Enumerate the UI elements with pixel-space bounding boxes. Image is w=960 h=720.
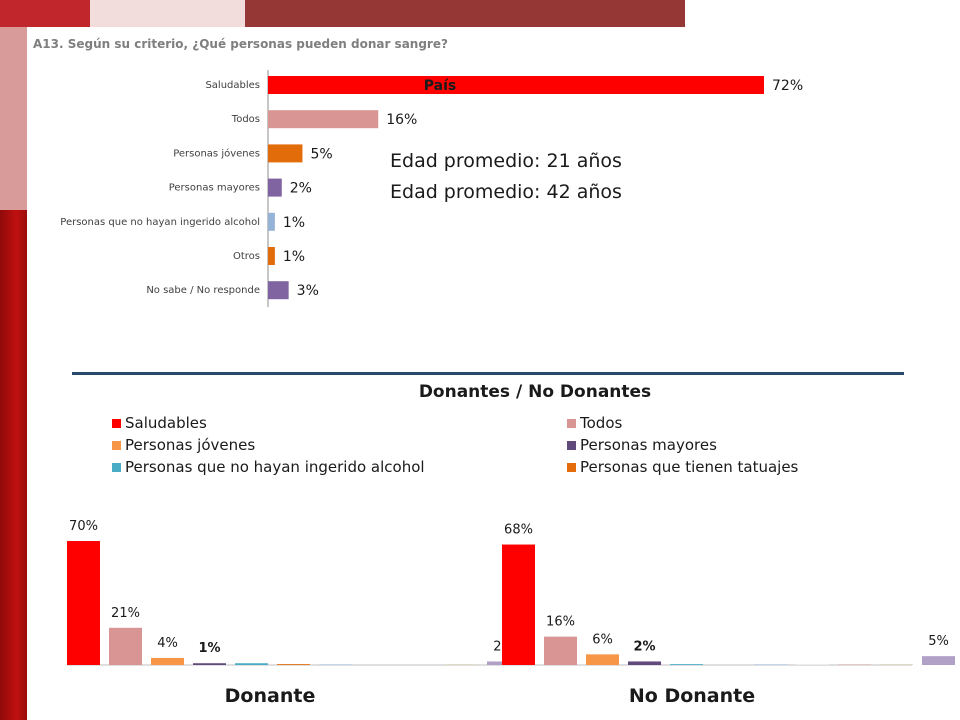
bar-2 xyxy=(268,144,303,163)
group-label-donante: Donante xyxy=(224,685,316,707)
bar-0-5 xyxy=(277,664,310,665)
bar-value-label-1-0: 68% xyxy=(504,523,533,538)
legend-item-2: Personas jóvenes xyxy=(112,435,567,455)
bar-value-label-1-3: 2% xyxy=(633,639,655,654)
header-band-3 xyxy=(245,0,685,27)
legend-item-3: Personas mayores xyxy=(567,435,832,455)
value-label-0: 72% xyxy=(772,78,803,94)
legend-swatch-4 xyxy=(112,462,121,472)
legend-label-0: Saludables xyxy=(125,414,207,432)
legend-item-1: Todos xyxy=(567,413,832,433)
bar-1-7 xyxy=(796,664,829,665)
legend-label-4: Personas que no hayan ingerido alcohol xyxy=(125,458,425,476)
bar-value-label-0-1: 21% xyxy=(111,606,140,621)
legend-label-2: Personas jóvenes xyxy=(125,436,256,454)
bar-value-label-0-0: 70% xyxy=(69,519,98,534)
legend-swatch-0 xyxy=(112,418,121,428)
legend-swatch-2 xyxy=(112,440,121,450)
bar-1-0 xyxy=(502,544,535,665)
legend-label-5: Personas que tienen tatuajes xyxy=(580,458,799,476)
category-label-0: Saludables xyxy=(205,80,260,91)
bar-value-label-1-1: 16% xyxy=(546,615,575,630)
section-divider xyxy=(72,372,904,375)
bar-1-9 xyxy=(880,664,913,665)
bar-1-3 xyxy=(628,661,661,665)
bar-0-3 xyxy=(193,663,226,665)
legend-swatch-5 xyxy=(567,462,576,472)
value-label-6: 3% xyxy=(297,283,319,299)
donors-chart-legend: Saludables Todos Personas jóvenes Personas … xyxy=(112,413,832,477)
category-label-5: Otros xyxy=(233,251,260,262)
category-label-2: Personas jóvenes xyxy=(173,147,260,159)
category-label-6: No sabe / No responde xyxy=(146,285,260,296)
legend-swatch-1 xyxy=(567,418,576,428)
bar-1-1 xyxy=(544,636,577,665)
category-label-4: Personas que no hayan ingerido alcohol xyxy=(60,217,260,228)
bar-1-2 xyxy=(586,654,619,665)
legend-item-4: Personas que no hayan ingerido alcohol xyxy=(112,457,567,477)
average-age-annotation-2: Edad promedio: 42 años xyxy=(390,181,622,203)
question-title: A13. Según su criterio, ¿Qué personas pu… xyxy=(33,37,448,51)
value-label-5: 1% xyxy=(283,249,305,265)
bar-0-0 xyxy=(67,541,100,665)
header-band-1 xyxy=(0,0,90,27)
bar-0 xyxy=(268,76,764,94)
value-label-3: 2% xyxy=(290,181,312,197)
legend-label-3: Personas mayores xyxy=(580,436,717,454)
value-label-4: 1% xyxy=(283,215,305,231)
legend-item-0: Saludables xyxy=(112,413,567,433)
bar-1-4 xyxy=(670,664,703,665)
sidebar-top-stripe xyxy=(0,27,27,210)
category-label-1: Todos xyxy=(231,114,260,125)
bar-0-4 xyxy=(235,663,268,665)
group-label-no-donante: No Donante xyxy=(628,685,756,707)
bar-value-label-1-10: 5% xyxy=(928,634,949,649)
legend-label-1: Todos xyxy=(580,414,623,432)
bar-value-label-1-2: 6% xyxy=(592,632,613,647)
bar-1-8 xyxy=(838,664,871,665)
category-label-3: Personas mayores xyxy=(169,183,260,194)
bar-0-2 xyxy=(151,657,184,665)
bar-1-6 xyxy=(754,664,787,665)
legend-swatch-3 xyxy=(567,440,576,450)
average-age-annotation-1: Edad promedio: 21 años xyxy=(390,150,622,172)
country-chart-title: País xyxy=(424,78,456,94)
bar-0-6 xyxy=(319,664,352,665)
bar-1 xyxy=(268,110,379,129)
donors-chart-title: Donantes / No Donantes xyxy=(418,382,652,402)
legend-item-5: Personas que tienen tatuajes xyxy=(567,457,832,477)
bar-3 xyxy=(268,178,282,197)
bar-4 xyxy=(268,212,275,231)
bar-0-1 xyxy=(109,627,142,665)
bar-5 xyxy=(268,247,275,265)
bar-value-label-0-2: 4% xyxy=(157,636,178,651)
bar-0-9 xyxy=(445,664,478,665)
value-label-1: 16% xyxy=(386,112,417,128)
bar-value-label-0-3: 1% xyxy=(198,641,220,656)
value-label-2: 5% xyxy=(310,146,332,162)
sidebar-bottom-stripe xyxy=(0,210,27,720)
header-band-2 xyxy=(90,0,245,27)
bar-6 xyxy=(268,281,289,300)
bar-1-10 xyxy=(922,656,955,665)
